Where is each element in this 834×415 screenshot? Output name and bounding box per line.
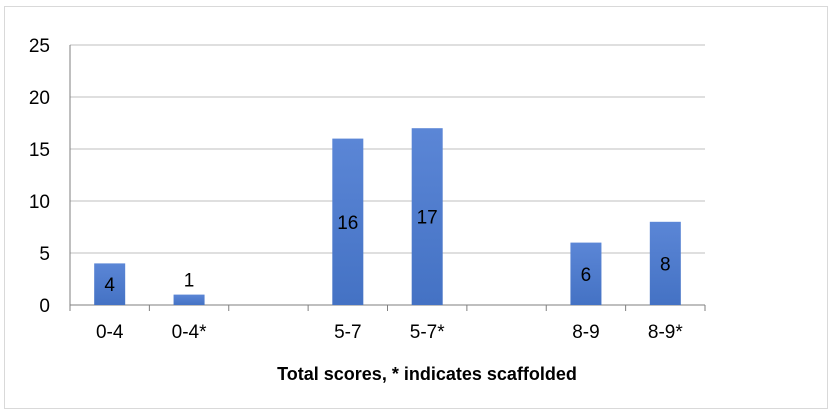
data-label: 17 [417,208,438,229]
x-tick-label: 0-4* [172,322,207,343]
x-tick-label: 5-7* [410,322,445,343]
y-tick-label: 10 [29,192,50,213]
bar-8-9* [649,221,681,305]
x-tick-label: 0-4 [96,322,124,343]
bar-0-4 [94,263,126,305]
x-tick-label: 5-7 [334,322,361,343]
bar-chart: 051015202540-410-4*165-7175-7*68-988-9* … [29,36,706,384]
y-tick-label: 0 [39,296,50,317]
gridlines [69,44,706,311]
x-axis-title: Total scores, * indicates scaffolded [277,364,577,384]
labels: 0 5 10 15 20 25 4 0-4 1 0-4* 16 5-7 17 5-7* 6 8-9 8 8-9* [29,36,683,343]
data-label: 1 [184,271,195,292]
x-tick-label: 8-9* [648,322,683,343]
x-tick-label: 8-9 [572,322,599,343]
y-tick-label: 5 [39,244,50,265]
y-tick-label: 15 [29,140,50,161]
bar-8-9 [570,242,602,305]
data-label: 8 [660,254,671,275]
data-label: 6 [581,265,592,286]
data-label: 4 [104,275,115,296]
bar-5-7 [332,138,364,305]
bar-5-7* [411,128,443,305]
y-tick-label: 25 [29,36,50,57]
chart-area: 0 5 10 15 20 25 4 0-4 1 0-4* 16 5-7 17 5-7* 6 8-9 8 8-9* … [4,6,828,409]
data-label: 16 [337,213,358,234]
y-tick-label: 20 [29,88,50,109]
bars [94,128,681,305]
bar-0-4* [173,294,205,305]
